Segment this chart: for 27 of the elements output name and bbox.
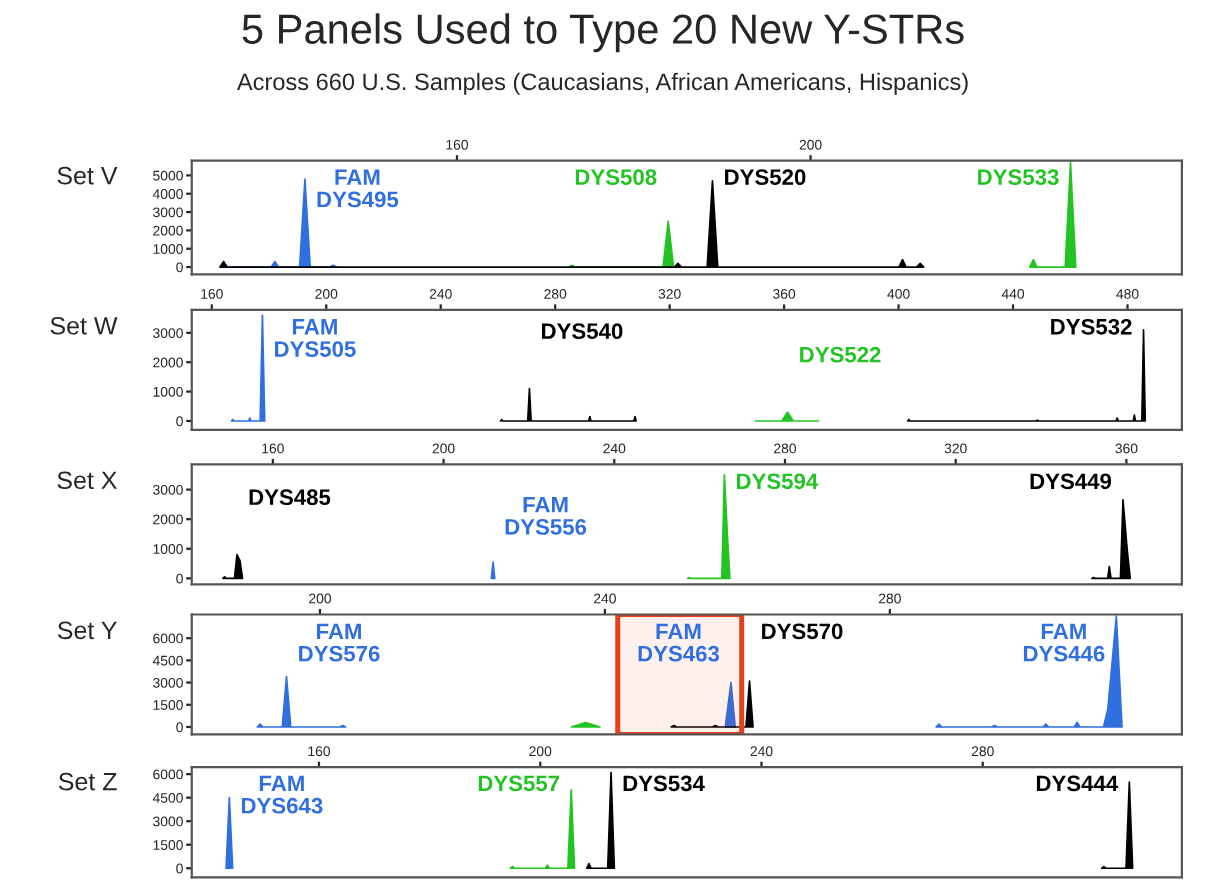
text: DYS485 — [249, 489, 331, 506]
series-label: FAM DYS505 — [275, 319, 356, 357]
series-label: DYS534 — [623, 775, 705, 792]
y-axis-title: Set V — [57, 166, 118, 185]
y-axis-title: Set X — [57, 471, 117, 490]
series-label: DYS594 — [736, 473, 819, 490]
series-label: FAM DYS643 — [241, 775, 323, 814]
series-label: FAM DYS556 — [505, 496, 587, 535]
series-label: FAM DYS576 — [299, 623, 380, 662]
series-label: DYS444 — [1036, 775, 1119, 792]
series-label: DYS533 — [978, 169, 1059, 186]
series-label: FAM DYS446 — [1023, 623, 1105, 662]
series-label: DYS508 — [575, 169, 657, 186]
series-label: DYS449 — [1030, 473, 1112, 490]
y-axis-title: Set Z — [58, 772, 117, 791]
text: DYS540 — [542, 323, 623, 340]
y-axis-title: Set W — [50, 316, 118, 335]
text: DYS522 — [800, 346, 881, 363]
y-axis-title: Set Y — [57, 621, 117, 640]
series-label: FAM DYS463 — [638, 623, 720, 662]
series-label: DYS520 — [725, 169, 806, 186]
series-label: DYS532 — [1051, 318, 1132, 335]
series-label: DYS570 — [762, 623, 843, 640]
chart-title: 5 Panels Used to Type 20 New Y-STRs — [242, 13, 964, 53]
series-label: FAM DYS495 — [317, 169, 399, 208]
series-label: DYS557 — [478, 775, 560, 792]
chart-subtitle: Across 660 U.S. Samples (Caucasians, African Americans, Hispanics) — [236, 72, 968, 95]
